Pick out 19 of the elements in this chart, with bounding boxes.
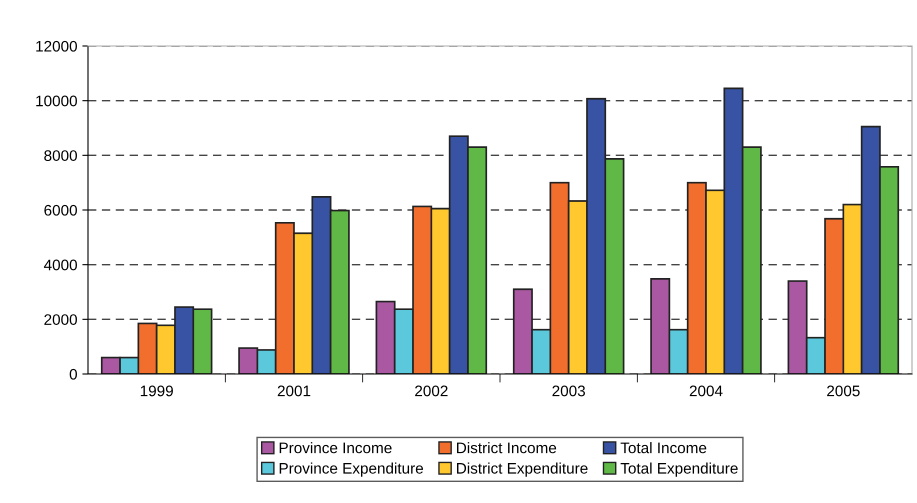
x-tick-label: 2001 (278, 386, 310, 396)
y-tick-label: 6000 (44, 204, 77, 216)
y-tick-label: 4000 (44, 260, 77, 270)
y-tick-label: 8000 (44, 150, 77, 162)
x-tick-label: 1999 (140, 386, 173, 396)
y-tick-label: 10000 (36, 96, 77, 106)
legend-label: Total Expenditure (620, 462, 738, 477)
legend-label: Province Expenditure (280, 462, 424, 477)
x-tick-label: 2002 (415, 386, 448, 396)
y-tick-label: 12000 (36, 40, 77, 52)
y-tick-label: 2000 (44, 314, 77, 326)
legend-label: Total Income (620, 442, 706, 454)
legend-label: District Income (457, 442, 556, 454)
y-tick-label: 0 (70, 368, 77, 380)
x-tick-label: 2004 (690, 386, 723, 396)
legend-label: Province Income (280, 442, 392, 454)
x-tick-label: 2003 (552, 386, 585, 396)
x-tick-label: 2005 (827, 386, 860, 396)
legend-label: District Expenditure (457, 462, 588, 477)
